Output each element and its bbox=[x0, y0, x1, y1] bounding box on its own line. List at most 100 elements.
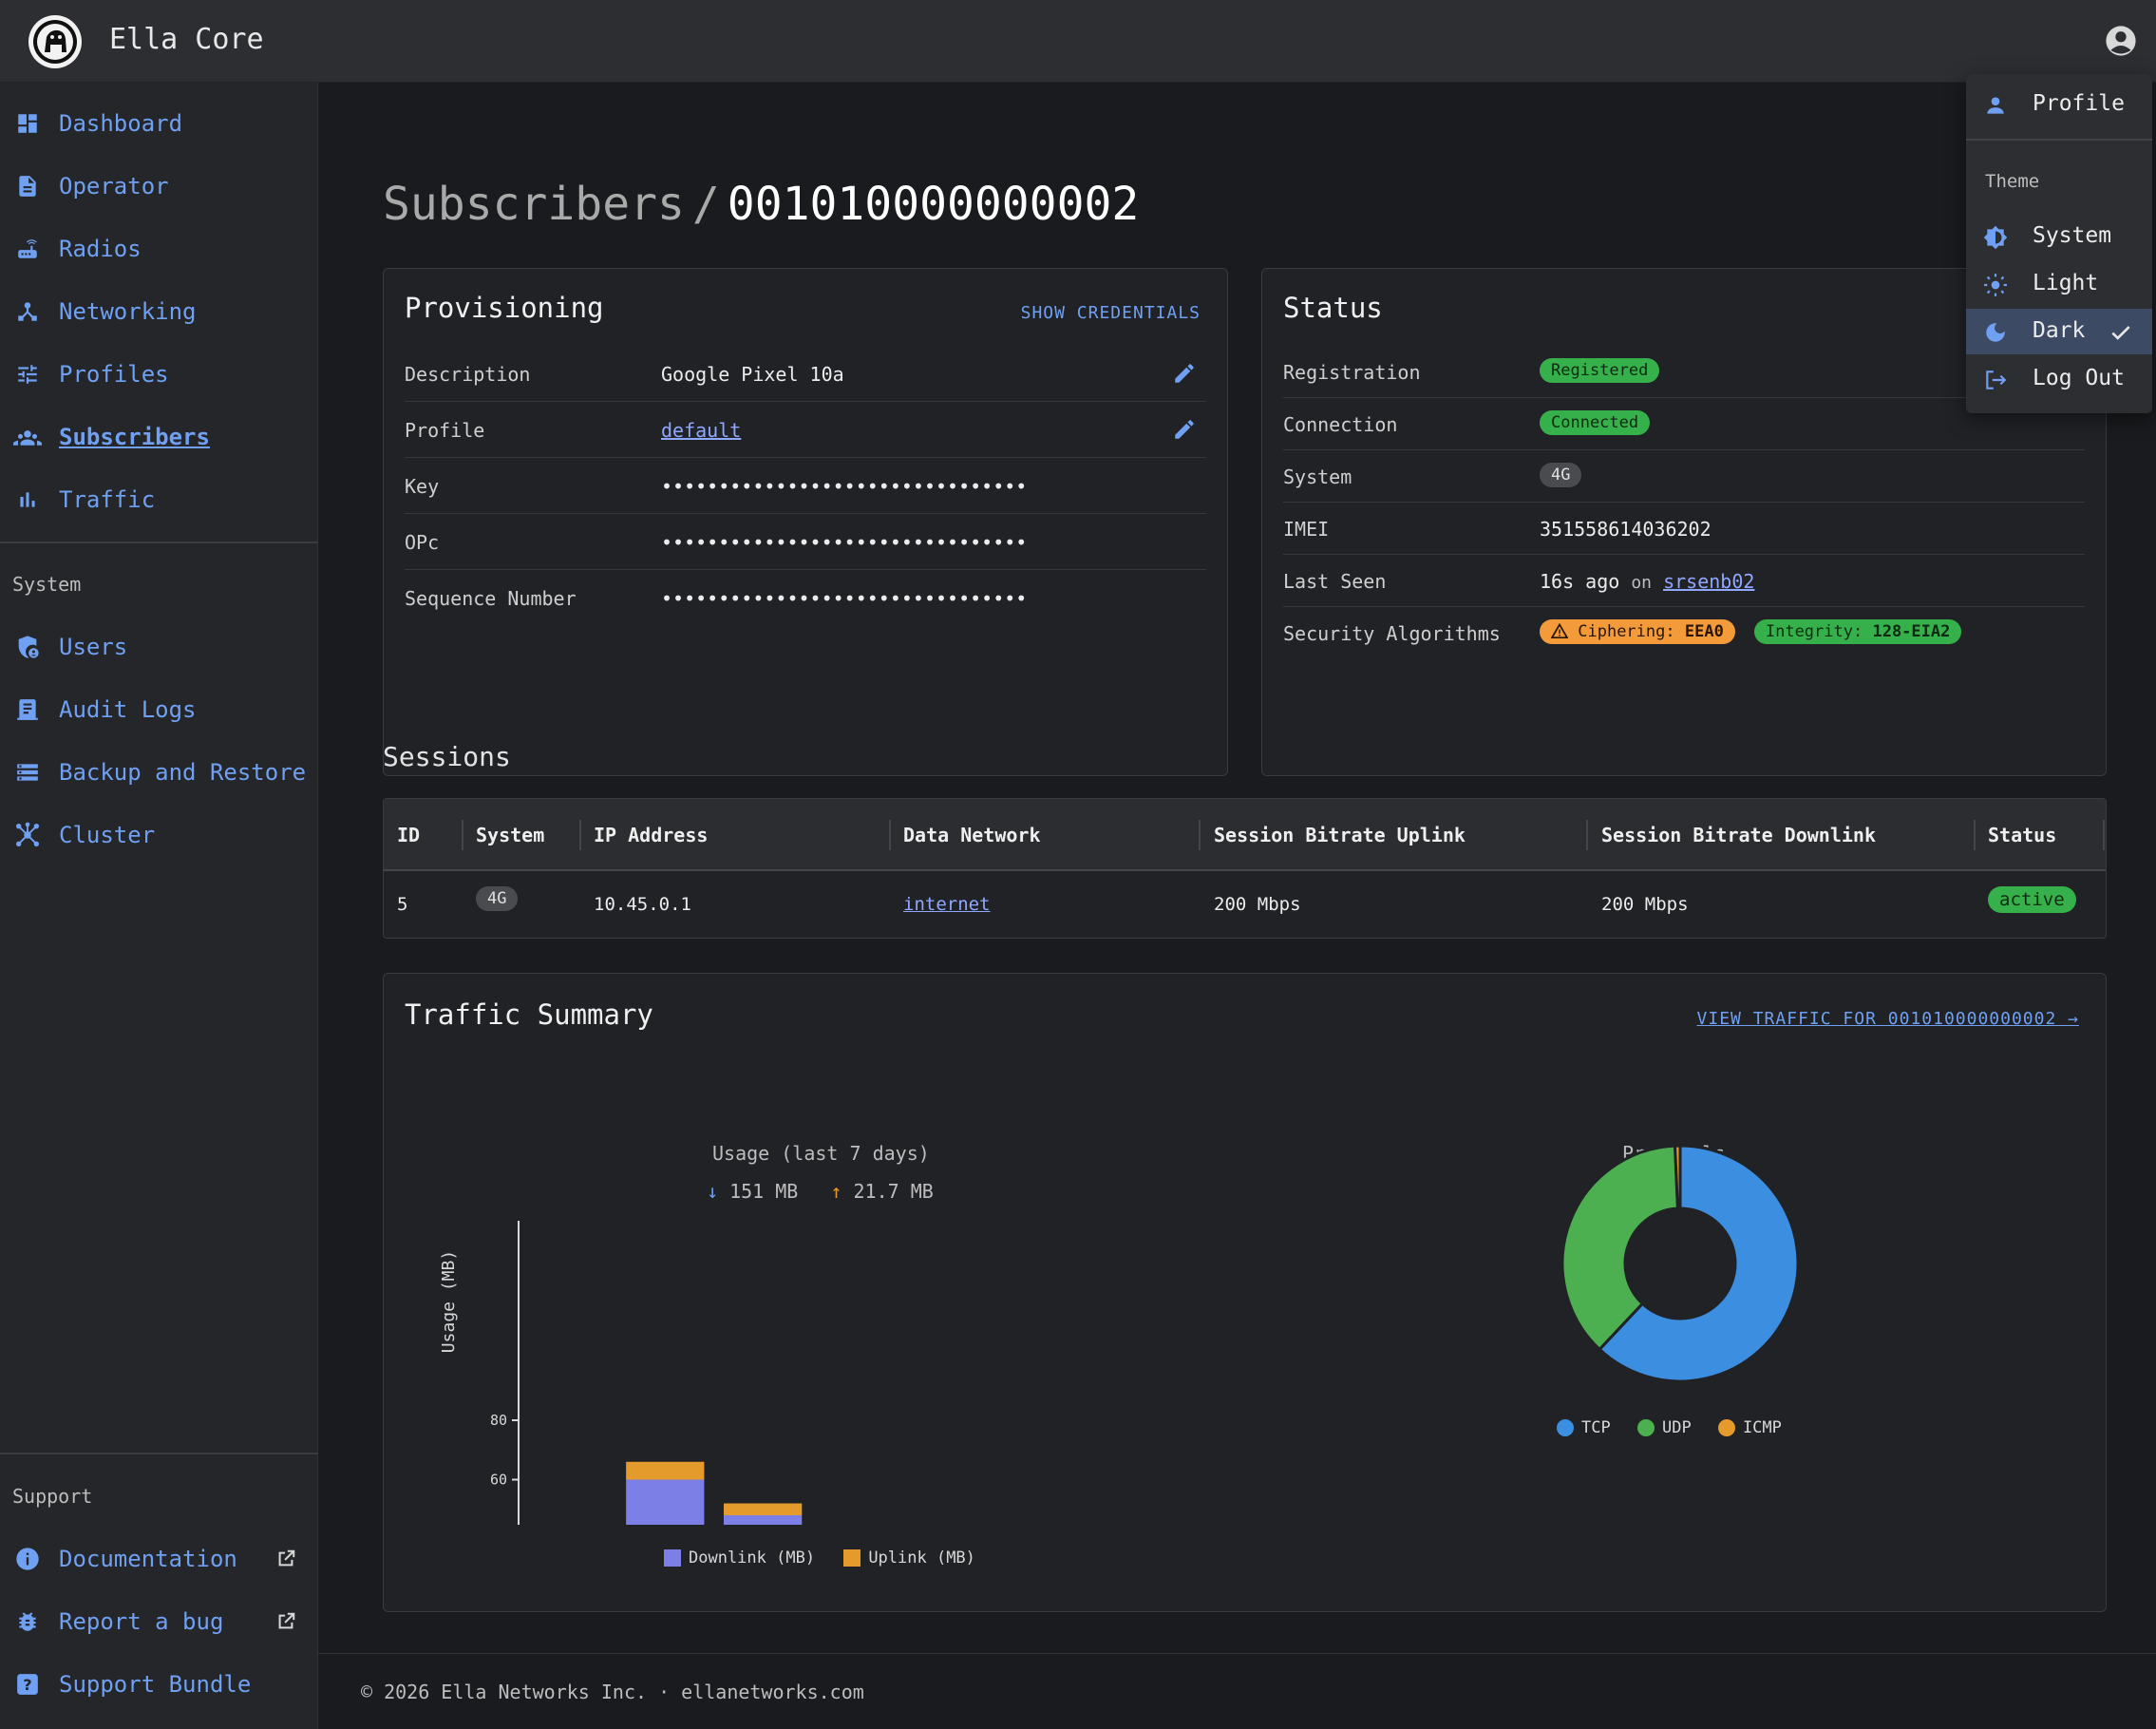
sidebar-item-report-a-bug[interactable]: Report a bug bbox=[0, 1593, 318, 1650]
bitrate-downlink: 200 Mbps bbox=[1601, 894, 1689, 915]
arrow-up-icon: ↑ bbox=[830, 1180, 842, 1203]
field-label: Sequence Number bbox=[405, 587, 577, 610]
dashboard-icon bbox=[13, 109, 42, 138]
security-row: Security Algorithms Ciphering: EEA0 Inte… bbox=[1283, 607, 2085, 659]
view-traffic-link[interactable]: VIEW TRAFFIC FOR 001010000000002 → bbox=[1696, 1009, 2079, 1029]
account-circle-icon[interactable] bbox=[2105, 25, 2137, 57]
sidebar-item-label: Cluster bbox=[59, 822, 156, 848]
theme-label: Theme bbox=[1985, 171, 2040, 192]
profile-link[interactable]: default bbox=[661, 419, 742, 442]
card-title: Provisioning bbox=[405, 292, 604, 324]
legend-item-uplink[interactable]: Uplink (MB) bbox=[843, 1548, 975, 1568]
svg-text:?: ? bbox=[23, 1676, 31, 1694]
legend-label: Uplink (MB) bbox=[868, 1548, 975, 1568]
app-logo[interactable] bbox=[28, 15, 82, 68]
masked-value: •••••••••••••••••••••••••••••••• bbox=[661, 531, 1028, 554]
column-header[interactable]: ID bbox=[397, 824, 421, 846]
bar-downlink[interactable] bbox=[626, 1479, 705, 1526]
menu-item-profile[interactable]: Profile bbox=[1966, 82, 2152, 127]
arrow-down-icon: ↓ bbox=[707, 1180, 719, 1203]
sidebar-item-audit-logs[interactable]: Audit Logs bbox=[0, 681, 318, 738]
legend-item-icmp[interactable]: ICMP bbox=[1717, 1418, 1782, 1437]
column-separator bbox=[1974, 820, 1976, 850]
column-separator bbox=[1586, 820, 1588, 850]
sidebar-item-networking[interactable]: Networking bbox=[0, 283, 318, 340]
legend-item-downlink[interactable]: Downlink (MB) bbox=[664, 1548, 815, 1568]
column-header[interactable]: Data Network bbox=[903, 824, 1041, 846]
sidebar-item-label: Radios bbox=[59, 236, 142, 262]
external-link-icon bbox=[278, 1549, 295, 1567]
sidebar-divider bbox=[0, 1453, 318, 1454]
legend-item-tcp[interactable]: TCP bbox=[1557, 1418, 1611, 1437]
section-label-support: Support bbox=[12, 1485, 93, 1508]
menu-item-theme-system[interactable]: System bbox=[1966, 214, 2152, 259]
y-tick-label: 80 bbox=[490, 1412, 507, 1429]
menu-item-logout[interactable]: Log Out bbox=[1966, 356, 2152, 402]
footer-text: © 2026 Ella Networks Inc. · ellanetworks… bbox=[361, 1681, 864, 1703]
sidebar-item-subscribers[interactable]: Subscribers bbox=[0, 408, 318, 466]
legend-item-udp[interactable]: UDP bbox=[1636, 1418, 1692, 1437]
slice-udp[interactable] bbox=[1560, 1144, 1680, 1352]
bar-downlink[interactable] bbox=[724, 1515, 803, 1525]
column-header[interactable]: IP Address bbox=[594, 824, 709, 846]
registration-row: Registration Registered bbox=[1283, 346, 2085, 398]
sidebar-item-label: Users bbox=[59, 634, 128, 660]
field-label: OPc bbox=[405, 531, 440, 554]
column-separator bbox=[579, 820, 581, 850]
bar-uplink[interactable] bbox=[626, 1461, 705, 1480]
sidebar-item-operator[interactable]: Operator bbox=[0, 158, 318, 215]
card-title: Traffic Summary bbox=[405, 998, 653, 1031]
sidebar-item-label: Support Bundle bbox=[59, 1671, 252, 1698]
column-header[interactable]: Session Bitrate Downlink bbox=[1601, 824, 1876, 846]
sidebar-item-dashboard[interactable]: Dashboard bbox=[0, 95, 318, 152]
key-row: Key •••••••••••••••••••••••••••••••• bbox=[405, 458, 1206, 514]
sidebar-item-profiles[interactable]: Profiles bbox=[0, 346, 318, 403]
check-icon bbox=[2111, 326, 2130, 340]
table-header: ID System IP Address Data Network Sessio… bbox=[384, 799, 2106, 871]
help-icon: ? bbox=[13, 1670, 42, 1699]
column-header[interactable]: Session Bitrate Uplink bbox=[1214, 824, 1466, 846]
people-icon bbox=[13, 423, 42, 451]
logo-icon bbox=[33, 20, 77, 64]
breadcrumb-parent[interactable]: Subscribers bbox=[383, 178, 685, 231]
brightness-auto-icon bbox=[1983, 225, 2008, 250]
sidebar-item-users[interactable]: Users bbox=[0, 618, 318, 675]
column-header[interactable]: System bbox=[476, 824, 545, 846]
show-credentials-button[interactable]: SHOW CREDENTIALS bbox=[1020, 303, 1201, 323]
menu-item-theme-dark[interactable]: Dark bbox=[1966, 309, 2152, 354]
log-icon bbox=[13, 695, 42, 724]
sidebar-item-traffic[interactable]: Traffic bbox=[0, 471, 318, 528]
radio-link[interactable]: srsenb02 bbox=[1663, 570, 1755, 593]
sidebar-item-backup-and-restore[interactable]: Backup and Restore bbox=[0, 744, 318, 801]
ciphering-badge: Ciphering: EEA0 bbox=[1540, 619, 1735, 644]
router-icon bbox=[13, 235, 42, 263]
status-badge: Connected bbox=[1540, 410, 1651, 435]
slice-icmp[interactable] bbox=[1673, 1144, 1682, 1210]
app-title: Ella Core bbox=[109, 23, 264, 56]
integrity-value: 128-EIA2 bbox=[1872, 622, 1951, 641]
sidebar-item-cluster[interactable]: Cluster bbox=[0, 807, 318, 864]
storage-icon bbox=[13, 758, 42, 787]
sequence-number-row: Sequence Number ••••••••••••••••••••••••… bbox=[405, 570, 1206, 626]
menu-item-theme-light[interactable]: Light bbox=[1966, 261, 2152, 307]
menu-item-label: Log Out bbox=[2033, 366, 2125, 390]
sidebar-item-radios[interactable]: Radios bbox=[0, 220, 318, 277]
sidebar-item-support-bundle[interactable]: ? Support Bundle bbox=[0, 1656, 318, 1713]
menu-item-label: Dark bbox=[2033, 318, 2086, 343]
menu-item-label: System bbox=[2033, 223, 2112, 248]
bitrate-uplink: 200 Mbps bbox=[1214, 894, 1301, 915]
sidebar-item-label: Documentation bbox=[59, 1546, 237, 1572]
sidebar-item-label: Dashboard bbox=[59, 110, 183, 137]
edit-icon[interactable] bbox=[1172, 417, 1197, 442]
usage-totals: ↓ 151 MB ↑ 21.7 MB bbox=[707, 1180, 934, 1203]
bar-uplink[interactable] bbox=[724, 1503, 803, 1516]
sidebar-item-documentation[interactable]: Documentation bbox=[0, 1530, 318, 1587]
warning-icon bbox=[1550, 622, 1569, 639]
column-header[interactable]: Status bbox=[1988, 824, 2057, 846]
sidebar-item-label: Backup and Restore bbox=[59, 759, 307, 786]
data-network-link[interactable]: internet bbox=[903, 894, 991, 915]
field-label: Profile bbox=[405, 419, 485, 442]
field-label: IMEI bbox=[1283, 518, 1330, 541]
edit-icon[interactable] bbox=[1172, 361, 1197, 386]
slice-tcp[interactable] bbox=[1597, 1144, 1800, 1382]
